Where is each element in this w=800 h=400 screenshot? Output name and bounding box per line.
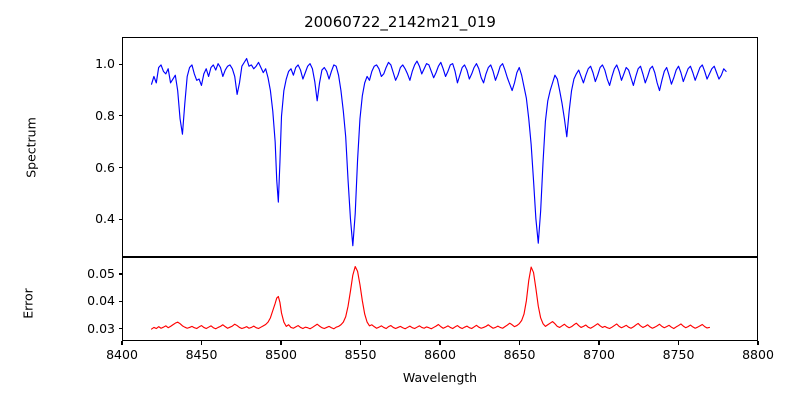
spectrum-ytick-mark <box>118 167 122 169</box>
xtick-label: 8750 <box>662 347 695 362</box>
spectrum-line-plot <box>150 57 727 247</box>
xtick-mark <box>200 341 203 345</box>
xtick-mark <box>518 341 521 345</box>
spectrum-ytick-label: 0.6 <box>95 159 115 175</box>
error-ytick-label: 0.05 <box>87 265 115 281</box>
xtick-label: 8400 <box>106 347 138 362</box>
figure-title: 20060722_2142m21_019 <box>304 13 496 31</box>
error-ytick-mark <box>118 328 122 330</box>
spectrum-ytick-mark <box>118 115 122 117</box>
xtick-label: 8450 <box>185 347 218 362</box>
error-ytick-label: 0.04 <box>87 293 115 309</box>
spectrum-ytick-mark <box>118 218 122 220</box>
spectrum-series <box>150 57 727 247</box>
error-ytick-mark <box>118 300 122 302</box>
wavelength-axis-label: Wavelength <box>402 370 478 385</box>
spectrum-axis-label: Spectrum <box>23 117 39 178</box>
xtick-mark <box>359 341 362 345</box>
xtick-label: 8500 <box>265 347 297 362</box>
spectrum-ytick-label: 0.8 <box>95 107 115 123</box>
spectrum-panel <box>122 37 758 257</box>
xtick-mark <box>677 341 680 345</box>
xtick-mark <box>439 341 441 345</box>
xtick-mark <box>280 341 282 345</box>
xtick-mark <box>121 341 123 345</box>
spectrum-ytick-label: 1.0 <box>95 56 115 72</box>
spectrum-ytick-label: 0.4 <box>95 211 115 227</box>
xtick-label: 8550 <box>344 347 377 362</box>
xtick-label: 8650 <box>503 347 536 362</box>
spectrum-ytick-mark <box>118 63 122 65</box>
error-ytick-mark <box>118 273 122 275</box>
xtick-mark <box>598 341 600 345</box>
xtick-mark <box>757 341 759 345</box>
error-axis-label: Error <box>20 288 36 319</box>
error-ytick-label: 0.03 <box>87 320 115 336</box>
error-panel <box>122 257 758 341</box>
xtick-label: 8800 <box>742 347 774 362</box>
xtick-label: 8600 <box>424 347 456 362</box>
xtick-label: 8700 <box>583 347 615 362</box>
error-line-plot <box>150 265 711 330</box>
error-series <box>150 265 711 330</box>
